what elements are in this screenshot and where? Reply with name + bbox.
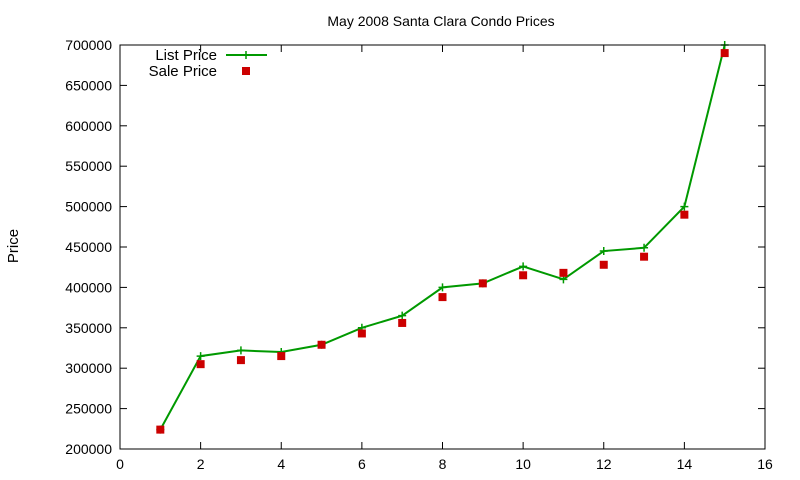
sale-price-point	[680, 210, 689, 219]
x-tick-label: 8	[439, 456, 447, 472]
list-price-point	[519, 262, 528, 271]
chart-title: May 2008 Santa Clara Condo Prices	[327, 13, 554, 29]
legend-marker-sale-price	[242, 67, 250, 75]
sale-price-point	[720, 49, 729, 58]
x-tick-label: 6	[358, 456, 366, 472]
y-tick-label: 700000	[65, 37, 112, 53]
sale-price-point	[559, 268, 568, 277]
list-price-point	[398, 311, 407, 320]
list-price-point	[640, 243, 649, 252]
y-tick-label: 550000	[65, 158, 112, 174]
sale-price-point	[156, 425, 165, 434]
plot-area-frame	[119, 44, 766, 450]
sale-price-point	[317, 340, 326, 349]
sale-price-point	[640, 252, 649, 261]
y-tick-label: 650000	[65, 77, 112, 93]
sale-price-point	[478, 279, 487, 288]
sale-price-point	[277, 352, 286, 361]
y-tick-label: 200000	[65, 441, 112, 457]
y-tick-label: 350000	[65, 320, 112, 336]
legend-label-sale-price: Sale Price	[149, 63, 217, 80]
y-tick-label: 400000	[65, 279, 112, 295]
series-list-price	[156, 41, 729, 434]
sale-price-point	[196, 360, 205, 369]
list-price-point	[438, 283, 447, 292]
legend-label-list-price: List Price	[155, 47, 217, 64]
axis-ticks: 0 2 4 6 8 10 12 14 16 200000 250000 300000 350000 400…	[65, 37, 773, 472]
sale-price-point	[398, 318, 407, 327]
list-price-point	[236, 346, 245, 355]
y-tick-label: 300000	[65, 360, 112, 376]
sale-price-point	[599, 260, 608, 269]
sale-price-point	[236, 356, 245, 365]
sale-price-point	[357, 329, 366, 338]
x-tick-label: 4	[277, 456, 285, 472]
x-tick-label: 16	[757, 456, 773, 472]
y-tick-label: 250000	[65, 401, 112, 417]
sale-price-point	[519, 271, 528, 280]
x-tick-label: 0	[116, 456, 124, 472]
y-axis-title: Price	[5, 229, 22, 263]
x-tick-label: 2	[197, 456, 205, 472]
sale-price-point	[438, 293, 447, 302]
x-tick-label: 12	[596, 456, 612, 472]
y-tick-label: 600000	[65, 118, 112, 134]
x-tick-label: 10	[515, 456, 531, 472]
x-tick-label: 14	[677, 456, 693, 472]
series-layer	[156, 41, 729, 434]
y-tick-label: 500000	[65, 199, 112, 215]
series-sale-price	[156, 49, 729, 434]
y-tick-label: 450000	[65, 239, 112, 255]
list-price-point	[599, 247, 608, 256]
list-price-line	[159, 44, 726, 431]
list-price-point	[196, 352, 205, 361]
list-price-point	[680, 202, 689, 211]
legend-marker-list-price	[242, 51, 250, 59]
